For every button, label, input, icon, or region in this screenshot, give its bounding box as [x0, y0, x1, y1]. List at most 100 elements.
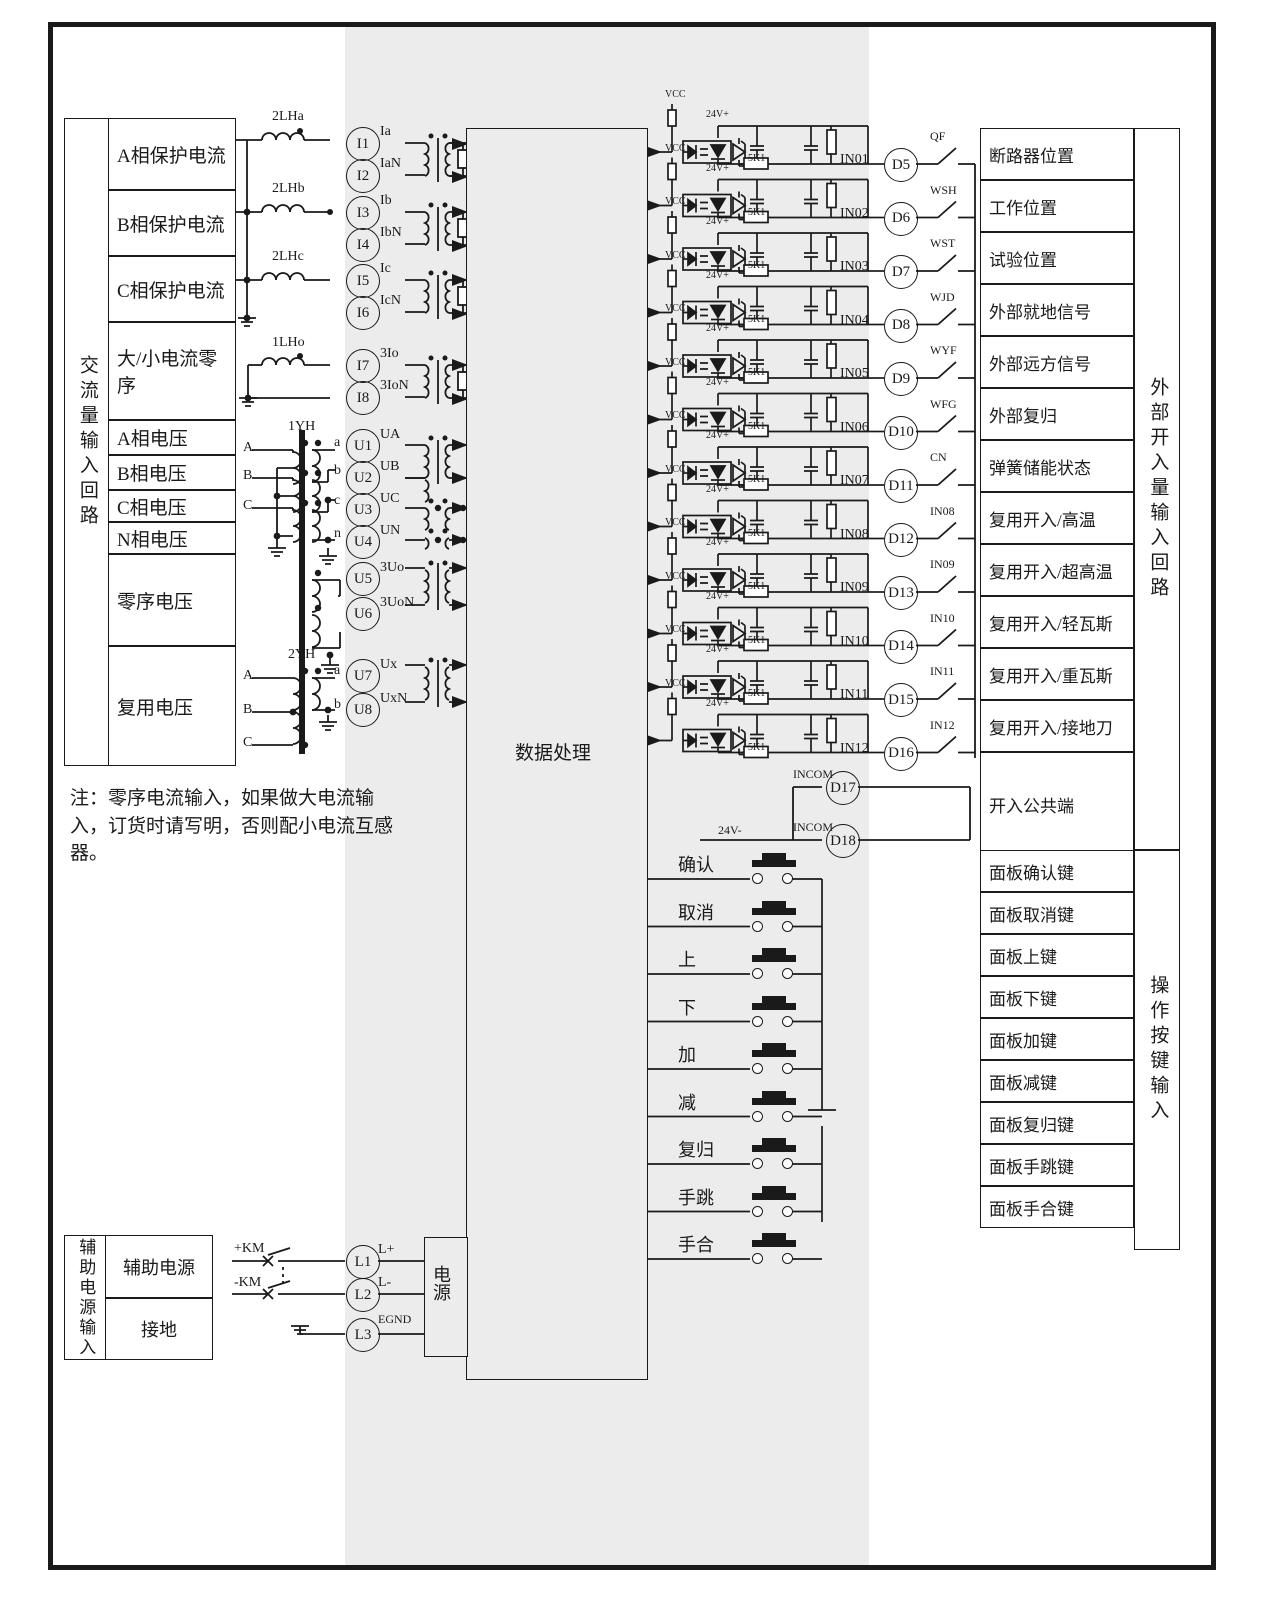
push-button-contact-2-2 [782, 920, 793, 932]
data-processing-block [466, 128, 648, 1380]
terminal-label: D13 [888, 584, 914, 601]
terminal-U7[interactable]: U7 [346, 659, 380, 693]
push-button-cap-2[interactable] [752, 907, 796, 915]
v24-plus-label-8: 24V+ [706, 483, 729, 495]
push-button-cap-8[interactable] [752, 1192, 796, 1200]
push-button-stem-3[interactable] [762, 948, 786, 955]
terminal-D12[interactable]: D12 [884, 522, 918, 557]
terminal-D5[interactable]: D5 [884, 148, 918, 182]
push-button-stem-8[interactable] [762, 1185, 786, 1193]
left-row-8: 零序电压 [108, 554, 236, 646]
di-desc-label: 复用开入/接地刀 [989, 718, 1113, 738]
outer-frame [48, 22, 1216, 1570]
signal-Lplus: L+ [378, 1242, 395, 1257]
terminal-D10[interactable]: D10 [884, 415, 918, 450]
key-desc-row-8: 面板手合键 [980, 1186, 1134, 1228]
di-desc-label: 工作位置 [989, 198, 1057, 218]
vt-sec-a: a [334, 435, 341, 450]
push-button-stem-7[interactable] [762, 1138, 786, 1145]
terminal-D17[interactable]: D17 [826, 771, 860, 805]
key-group-cell: 操作按键输入 [1134, 850, 1180, 1250]
resistor-5k1-label-11: 5K1 [748, 688, 766, 699]
contact-label-QF: QF [930, 129, 946, 143]
vt-sec-c: c [334, 493, 341, 508]
push-button-stem-4[interactable] [762, 995, 786, 1003]
terminal-U8[interactable]: U8 [346, 693, 380, 727]
key-desc-row-1: 面板取消键 [980, 892, 1134, 934]
vt2-sec-a: a [334, 663, 341, 678]
terminal-D11[interactable]: D11 [884, 469, 918, 503]
terminal-I6[interactable]: I6 [346, 296, 380, 330]
input-label-IN03: IN03 [840, 259, 869, 274]
vt-sec-b: b [334, 463, 341, 478]
ct-label-3: 1LHo [272, 335, 305, 350]
resistor-5k1-label-7: 5K1 [748, 474, 766, 485]
left-row-2: C相保护电流 [108, 256, 236, 322]
push-button-stem-9[interactable] [762, 1233, 786, 1240]
push-button-cap-1[interactable] [752, 860, 796, 867]
input-label-IN12: IN12 [840, 740, 869, 756]
terminal-I8[interactable]: I8 [346, 381, 380, 415]
terminal-label: D5 [891, 156, 911, 173]
terminal-D14[interactable]: D14 [884, 629, 918, 664]
ct-label-2: 2LHc [272, 249, 304, 264]
push-button-cap-5[interactable] [752, 1050, 796, 1057]
terminal-L3[interactable]: L3 [346, 1318, 380, 1352]
push-button-stem-5[interactable] [762, 1043, 786, 1050]
left-row-9: 复用电压 [108, 646, 236, 766]
push-button-cap-7[interactable] [752, 1145, 796, 1152]
terminal-D15[interactable]: D15 [884, 683, 918, 717]
v24-plus-label-10: 24V+ [706, 590, 729, 602]
terminal-I4[interactable]: I4 [346, 228, 380, 262]
push-button-cap-9[interactable] [752, 1240, 796, 1247]
v24-plus-label-9: 24V+ [706, 537, 729, 548]
v24-plus-label-2: 24V+ [706, 162, 729, 174]
terminal-I2[interactable]: I2 [346, 159, 380, 193]
push-button-cap-3[interactable] [752, 955, 796, 962]
terminal-D13[interactable]: D13 [884, 576, 918, 610]
vcc-label-5: VCC [665, 303, 686, 314]
vcc-label-4: VCC [665, 249, 686, 261]
panel-key-label-7: 复归 [678, 1140, 714, 1160]
signal-Ib: Ib [380, 193, 392, 208]
di-desc-row-7: 复用开入/高温 [980, 492, 1134, 544]
terminal-U6[interactable]: U6 [346, 597, 380, 631]
terminal-U5[interactable]: U5 [346, 562, 380, 596]
terminal-D6[interactable]: D6 [884, 201, 918, 236]
key-desc-label: 面板加键 [989, 1031, 1057, 1051]
push-button-stem-2[interactable] [762, 900, 786, 908]
push-button-contact-5-2 [782, 1063, 793, 1074]
di-desc-label: 开入公共端 [989, 796, 1074, 816]
v24-minus-label: 24V- [718, 823, 742, 837]
di-desc-row-11: 复用开入/接地刀 [980, 700, 1134, 752]
note-text: 注：零序电流输入，如果做大电流输入，订货时请写明，否则配小电流互感器。 [70, 788, 394, 865]
key-desc-row-6: 面板复归键 [980, 1102, 1134, 1144]
contact-label-IN12: IN12 [930, 717, 955, 732]
terminal-D18[interactable]: D18 [826, 824, 860, 858]
push-button-stem-6[interactable] [762, 1090, 786, 1098]
terminal-D9[interactable]: D9 [884, 362, 918, 396]
signal-Lminus: L- [378, 1275, 392, 1290]
di-desc-label: 复用开入/超高温 [989, 562, 1113, 582]
signal-EGND: EGND [378, 1312, 412, 1326]
vcc-label-2: VCC [665, 142, 686, 154]
signal-UA: UA [380, 427, 401, 442]
push-button-contact-7-2 [782, 1158, 793, 1169]
di-desc-row-2: 试验位置 [980, 232, 1134, 284]
input-label-IN04: IN04 [840, 312, 869, 328]
terminal-L2[interactable]: L2 [346, 1278, 380, 1312]
signal-Ux: Ux [380, 657, 398, 672]
terminal-D7[interactable]: D7 [884, 255, 918, 289]
terminal-D8[interactable]: D8 [884, 308, 918, 343]
ct-label-1: 2LHb [272, 181, 305, 196]
key-desc-label: 面板手跳键 [989, 1157, 1074, 1177]
push-button-stem-1[interactable] [762, 853, 786, 860]
push-button-cap-4[interactable] [752, 1002, 796, 1010]
resistor-5k1-label-6: 5K1 [748, 420, 766, 432]
push-button-cap-6[interactable] [752, 1097, 796, 1105]
terminal-D16[interactable]: D16 [884, 736, 918, 771]
terminal-L1[interactable]: L1 [346, 1245, 380, 1279]
terminal-U4[interactable]: U4 [346, 525, 380, 559]
left-row-4: A相电压 [108, 420, 236, 455]
